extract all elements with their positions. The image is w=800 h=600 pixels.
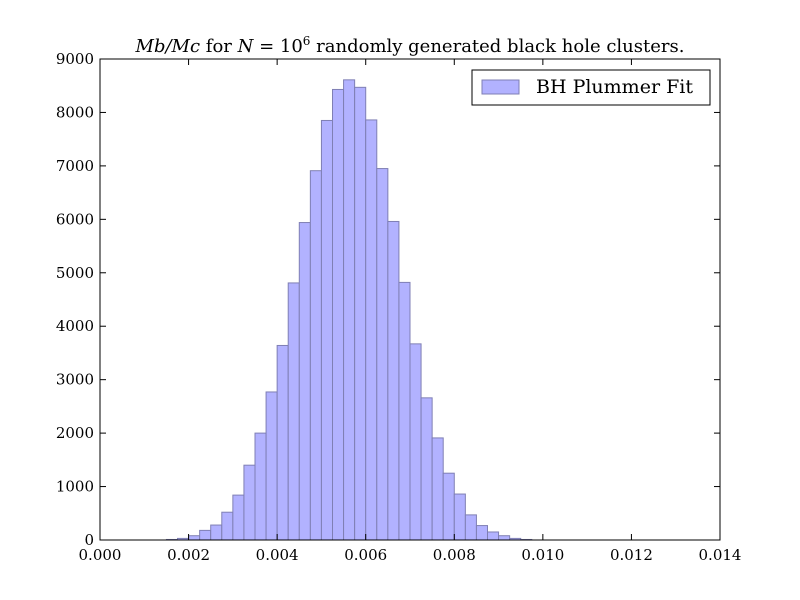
y-tick-label: 4000 (56, 317, 94, 335)
histogram-bar (387, 220, 400, 541)
histogram-bar (298, 222, 311, 541)
histogram-bar (420, 397, 433, 541)
histogram-bar (210, 524, 223, 541)
y-tick-label: 6000 (56, 210, 94, 228)
y-tick-label: 3000 (56, 371, 94, 389)
histogram-bar (265, 391, 278, 541)
histogram-bar (376, 168, 389, 541)
histogram-bar (453, 493, 466, 541)
y-tick-label: 8000 (56, 103, 94, 121)
histogram-bar (365, 119, 378, 541)
histogram-bar (199, 529, 212, 541)
y-tick-label: 2000 (56, 424, 94, 442)
x-tick-label: 0.004 (256, 546, 299, 564)
title-part: N (237, 36, 255, 57)
histogram-bar (287, 282, 300, 541)
histogram-bar (354, 86, 367, 541)
histogram-bar (243, 464, 256, 541)
histogram-bar (498, 535, 511, 541)
histogram-bar (409, 343, 422, 541)
y-tick-label: 9000 (56, 50, 94, 68)
histogram-bar (332, 88, 345, 541)
y-tick-label: 7000 (56, 157, 94, 175)
title-part: = 10 (253, 36, 302, 57)
plot-frame (99, 58, 721, 541)
legend: BH Plummer Fit (471, 69, 711, 106)
legend-label: BH Plummer Fit (536, 76, 693, 98)
x-tick-label: 0.000 (79, 546, 122, 564)
x-tick-label: 0.012 (610, 546, 653, 564)
title-part: Mb/Mc (135, 36, 201, 57)
histogram-bar (398, 281, 411, 541)
histogram-bar (221, 511, 234, 541)
x-tick-label: 0.014 (699, 546, 742, 564)
ticks-layer: 0.000 0.002 0.004 0.006 0.008 0.010 0.012 0.014… (56, 50, 742, 564)
histogram-bar (442, 472, 455, 541)
x-tick-label: 0.008 (433, 546, 476, 564)
title-part: randomly generated black hole clusters. (310, 36, 684, 57)
histogram-bar (232, 494, 245, 541)
histogram-bar (464, 514, 477, 541)
y-tick-label: 1000 (56, 478, 94, 496)
histogram-bar (309, 170, 322, 541)
x-tick-label: 0.002 (167, 546, 210, 564)
histogram-bar (188, 535, 201, 541)
title-part: 6 (303, 34, 311, 48)
histogram-bar (276, 344, 289, 541)
histogram-bar (431, 437, 444, 541)
y-tick-label: 5000 (56, 264, 94, 282)
histogram-bar (254, 432, 267, 541)
histogram-bar (487, 531, 500, 541)
histogram-bar (475, 525, 488, 541)
histogram-bar (343, 79, 356, 541)
title-part: for (200, 36, 238, 57)
y-tick-label: 0 (84, 531, 94, 549)
legend-swatch (481, 79, 520, 95)
x-tick-label: 0.006 (344, 546, 387, 564)
histogram-bar (320, 119, 333, 541)
x-tick-label: 0.010 (521, 546, 564, 564)
chart-title: Mb/Mc for N = 106 randomly generated bla… (135, 34, 685, 57)
